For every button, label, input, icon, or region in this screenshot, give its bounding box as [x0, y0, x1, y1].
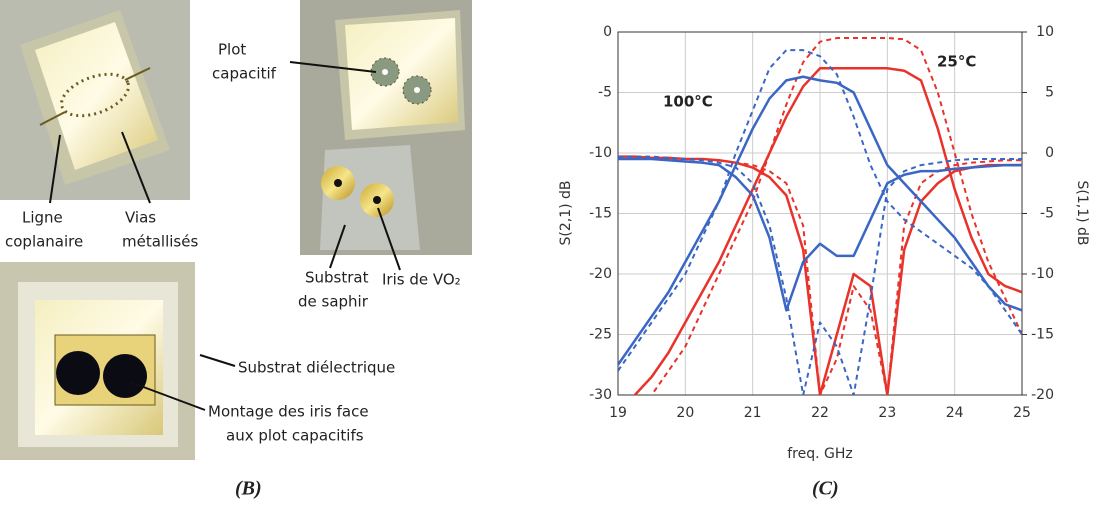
label: Substrat: [305, 269, 369, 287]
y-tick-label: -20: [589, 266, 612, 282]
y-tick-label: 0: [603, 24, 612, 40]
y2-tick-label: -20: [1031, 387, 1054, 403]
y2-tick-label: 0: [1045, 145, 1054, 161]
y2-tick-label: 5: [1045, 85, 1054, 101]
arrows: [49, 61, 401, 411]
curve: [618, 155, 1022, 395]
y2-tick-label: -10: [1031, 266, 1054, 282]
x-tick-label: 21: [744, 405, 762, 421]
label: Vias: [125, 209, 156, 227]
x-tick-label: 22: [811, 405, 829, 421]
x-tick-label: 25: [1013, 405, 1031, 421]
curve: [618, 157, 1022, 312]
y-tick-label: -30: [589, 387, 612, 403]
curve: [618, 75, 1022, 366]
label: de saphir: [298, 293, 369, 311]
label: aux plot capacitifs: [226, 427, 364, 445]
curve: [618, 49, 1022, 372]
y-tick-label: -10: [589, 145, 612, 161]
label: Plot: [218, 41, 246, 59]
label: Iris de VO₂: [382, 271, 461, 289]
label: coplanaire: [5, 233, 83, 251]
y-tick-label: -5: [598, 85, 612, 101]
y-tick-label: -15: [589, 206, 612, 222]
label: métallisés: [122, 233, 198, 251]
photo-capacitive: [300, 0, 472, 255]
y2-axis-label: S(1,1) dB: [1074, 180, 1090, 245]
curve: [650, 37, 1022, 395]
y2-tick-label: 10: [1036, 24, 1054, 40]
caption: (C): [812, 478, 839, 500]
photo-coplanar: [0, 0, 190, 200]
x-axis-label: freq. GHz: [787, 446, 853, 462]
y2-tick-label: -15: [1031, 327, 1054, 343]
x-tick-label: 24: [946, 405, 964, 421]
y2-tick-label: -5: [1040, 206, 1054, 222]
label: capacitif: [212, 65, 277, 83]
curve: [633, 67, 1022, 395]
x-tick-label: 23: [878, 405, 896, 421]
x-tick-label: 19: [609, 405, 627, 421]
annotation: 100°C: [663, 93, 713, 111]
photo-assembly: [0, 262, 195, 460]
curves: [618, 37, 1022, 395]
label: Substrat diélectrique: [238, 359, 395, 377]
x-tick-label: 20: [676, 405, 694, 421]
label: Montage des iris face: [208, 403, 369, 421]
label: Ligne: [22, 209, 63, 227]
caption: (B): [235, 478, 262, 500]
y-axis-label: S(2,1) dB: [558, 180, 574, 245]
annotation: 25°C: [937, 53, 976, 71]
y-tick-label: -25: [589, 327, 612, 343]
